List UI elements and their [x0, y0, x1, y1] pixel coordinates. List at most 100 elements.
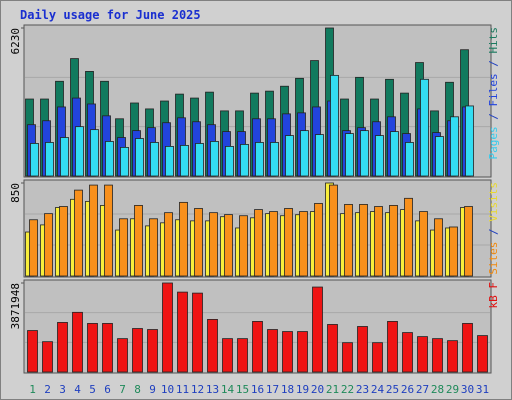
x-tick-label: 19 — [296, 383, 309, 396]
bar — [237, 338, 248, 373]
x-tick-label: 28 — [431, 383, 444, 396]
bar — [449, 226, 458, 277]
axis-label-part: / — [487, 54, 500, 74]
bar — [375, 135, 384, 177]
x-tick-label: 20 — [311, 383, 324, 396]
bar — [180, 145, 189, 177]
x-tick-label: 17 — [266, 383, 279, 396]
bar — [270, 142, 279, 177]
bar — [447, 340, 458, 373]
x-tick-label: 30 — [461, 383, 474, 396]
axis-label-part: / — [487, 107, 500, 127]
bar — [255, 142, 264, 177]
bar — [119, 218, 128, 277]
bar — [435, 136, 444, 177]
bar — [117, 338, 128, 373]
bar — [282, 331, 293, 373]
bar — [345, 133, 354, 177]
bar — [120, 146, 129, 177]
bar — [465, 105, 474, 177]
bar — [87, 323, 98, 373]
x-tick-label: 23 — [356, 383, 369, 396]
x-tick-label: 2 — [44, 383, 51, 396]
bar — [285, 135, 294, 177]
bar — [192, 292, 203, 373]
bar — [132, 328, 143, 373]
bar — [330, 74, 339, 177]
bar — [147, 329, 158, 373]
x-tick-label: 14 — [221, 383, 235, 396]
bar — [297, 331, 308, 373]
bar — [164, 212, 173, 277]
bar — [72, 311, 83, 373]
bar — [105, 141, 114, 177]
bar — [329, 184, 338, 277]
bar — [450, 116, 459, 177]
x-tick-label: 29 — [446, 383, 459, 396]
bar — [390, 131, 399, 177]
bar — [464, 206, 473, 277]
bar — [284, 208, 293, 277]
axis-label-part: Files — [487, 73, 500, 106]
axis-label-part: kB F — [487, 282, 500, 309]
x-tick-label: 8 — [134, 383, 141, 396]
bar — [90, 129, 99, 177]
x-tick-label: 15 — [236, 383, 249, 396]
x-tick-label: 4 — [74, 383, 81, 396]
x-tick-label: 5 — [89, 383, 96, 396]
bar — [342, 342, 353, 373]
bar — [252, 321, 263, 373]
x-tick-label: 24 — [371, 383, 385, 396]
x-tick-label: 11 — [176, 383, 189, 396]
bar — [194, 208, 203, 277]
bar — [405, 142, 414, 177]
x-tick-label: 18 — [281, 383, 294, 396]
x-tick-label: 12 — [191, 383, 204, 396]
bar — [149, 218, 158, 277]
x-tick-label: 27 — [416, 383, 429, 396]
bar — [344, 204, 353, 277]
x-tick-label: 10 — [161, 383, 174, 396]
bar — [209, 212, 218, 277]
bar — [162, 282, 173, 373]
x-tick-label: 25 — [386, 383, 399, 396]
bar — [179, 201, 188, 277]
bar — [402, 332, 413, 373]
bar — [60, 137, 69, 177]
x-tick-label: 31 — [476, 383, 489, 396]
bar — [59, 206, 68, 277]
bar — [45, 142, 54, 177]
x-tick-label: 26 — [401, 383, 414, 396]
bar — [135, 138, 144, 177]
bar — [434, 218, 443, 277]
axis-label: Pages / Files / Hits — [487, 27, 500, 160]
bar — [269, 211, 278, 277]
bar — [432, 338, 443, 373]
bar — [477, 335, 488, 373]
bar — [389, 205, 398, 277]
axis-label-part: Hits — [487, 27, 500, 54]
x-tick-label: 6 — [104, 383, 111, 396]
bar — [30, 143, 39, 177]
x-tick-label: 21 — [326, 383, 339, 396]
x-tick-label: 1 — [29, 383, 36, 396]
bar — [177, 291, 188, 373]
x-tick-label: 16 — [251, 383, 264, 396]
axis-label-part: Visits — [487, 182, 500, 222]
bar — [225, 145, 234, 177]
bar — [104, 184, 113, 277]
y-tick-label: 3871948 — [9, 283, 22, 329]
bar — [417, 336, 428, 373]
bar — [387, 321, 398, 373]
bar — [240, 144, 249, 177]
bar — [254, 209, 263, 277]
bar — [224, 214, 233, 277]
bar — [267, 329, 278, 373]
bar — [419, 211, 428, 277]
bar — [300, 130, 309, 177]
y-tick-label: 850 — [9, 183, 22, 203]
bar — [134, 205, 143, 277]
bar — [42, 341, 53, 373]
bar — [420, 78, 429, 177]
